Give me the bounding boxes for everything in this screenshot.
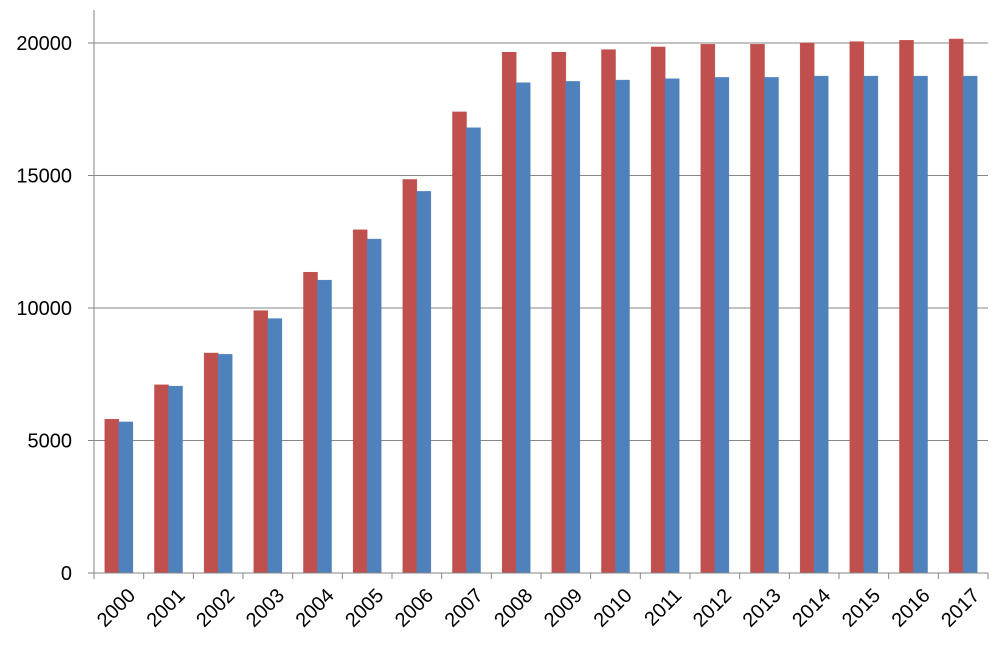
y-tick-label: 10000 — [16, 298, 72, 320]
x-tick-label: 2013 — [739, 585, 786, 632]
bar-series-2 — [913, 75, 928, 574]
x-tick-label: 2016 — [888, 585, 935, 632]
axes — [88, 10, 989, 579]
x-tick-label: 2017 — [937, 585, 984, 632]
x-tick-label: 2003 — [242, 585, 289, 632]
bar-series-1 — [253, 310, 269, 574]
x-tick-label: 2012 — [689, 585, 736, 632]
x-tick-labels: 2000 2001 2002 2003 2004 2005 2006 2007 2008 2009… — [93, 585, 984, 632]
bar-series-2 — [317, 279, 332, 574]
bar-series-1 — [303, 271, 318, 574]
gridlines — [94, 42, 988, 441]
y-tick-label: 0 — [61, 563, 72, 585]
bar-series-2 — [466, 127, 481, 574]
bar-series-2 — [615, 79, 630, 574]
bar-series-1 — [452, 111, 467, 574]
bar-series-1 — [799, 42, 815, 574]
x-tick-label: 2014 — [788, 585, 835, 632]
x-tick-label: 2005 — [341, 585, 388, 632]
bar-series-1 — [601, 49, 616, 574]
bar-series-1 — [899, 40, 914, 574]
bar-series-2 — [168, 385, 183, 574]
bar-series-1 — [700, 44, 716, 574]
y-tick-labels: 0 5000 10000 15000 20000 — [16, 33, 72, 585]
bar-series-1 — [352, 229, 368, 574]
x-tick-label: 2006 — [391, 585, 438, 632]
x-tick-label: 2009 — [540, 585, 587, 632]
bar-series-2 — [813, 75, 829, 574]
x-tick-label: 2015 — [838, 585, 885, 632]
bar-series-1 — [750, 44, 765, 574]
bar-series-2 — [863, 75, 879, 574]
bar-series-1 — [849, 41, 865, 574]
bar-series-2 — [217, 354, 233, 574]
x-tick-label: 2007 — [441, 585, 488, 632]
bar-series-2 — [416, 191, 432, 574]
bar-series-2 — [664, 78, 680, 574]
bar-series-1 — [948, 38, 964, 574]
x-tick-label: 2011 — [640, 585, 686, 631]
y-tick-label: 20000 — [16, 33, 72, 55]
x-tick-label: 2008 — [490, 585, 537, 632]
bar-series-2 — [962, 75, 978, 574]
bar-series-2 — [764, 77, 779, 574]
bar-series-1 — [551, 52, 567, 574]
bar-series-2 — [267, 318, 283, 574]
bar-series-1 — [104, 419, 120, 574]
y-tick-label: 15000 — [16, 166, 72, 188]
x-tick-label: 2000 — [93, 585, 140, 632]
bar-series-2 — [714, 77, 730, 574]
bar-series-1 — [501, 52, 517, 574]
bar-series-1 — [650, 46, 666, 574]
bars — [104, 38, 978, 574]
y-tick-label: 5000 — [28, 431, 73, 453]
bar-series-2 — [565, 81, 581, 574]
x-tick-label: 2010 — [590, 585, 637, 632]
bar-series-2 — [118, 421, 134, 574]
bar-series-1 — [402, 179, 418, 574]
x-tick-label: 2002 — [192, 585, 239, 632]
bar-series-2 — [515, 82, 531, 574]
x-tick-label: 2004 — [292, 585, 339, 632]
x-tick-label: 2001 — [143, 585, 190, 632]
bar-series-1 — [154, 384, 169, 574]
bar-series-1 — [203, 352, 219, 574]
bar-series-2 — [366, 238, 382, 574]
